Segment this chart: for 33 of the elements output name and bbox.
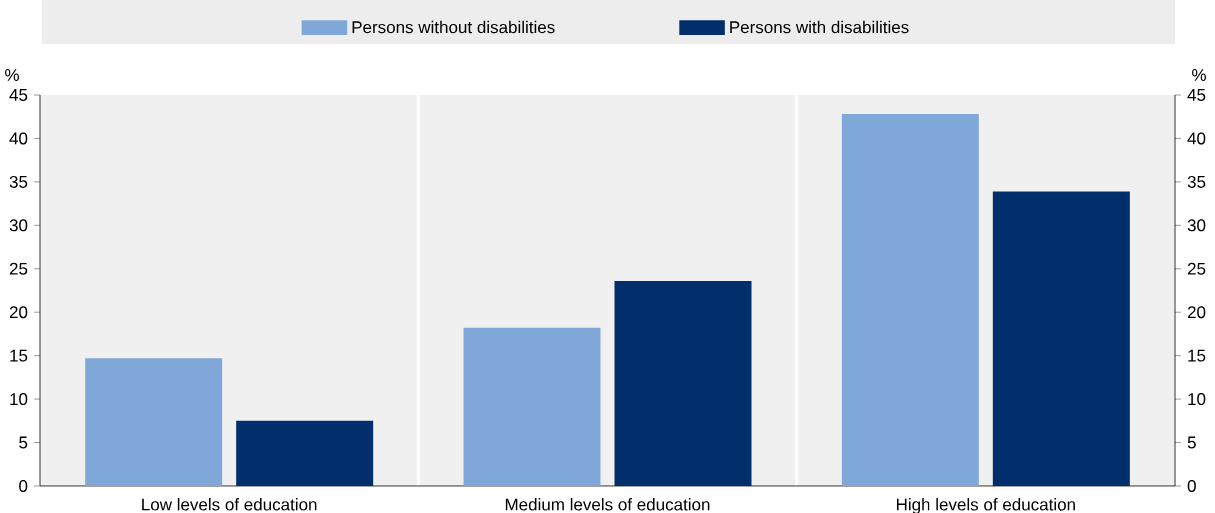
y2-tick-label: 40	[1187, 132, 1206, 145]
y-tick-label: 35	[9, 175, 28, 188]
y-tick-label: 15	[10, 349, 28, 362]
y2-tick-label: 0	[1187, 479, 1196, 492]
y-tick-label: 25	[9, 262, 28, 275]
y-tick-label: 10	[10, 393, 28, 406]
y-tick-label: 5	[19, 436, 28, 449]
bar	[614, 280, 752, 486]
y-tick-label: 30	[9, 219, 28, 232]
y2-tick-label: 10	[1188, 393, 1206, 406]
y2-axis-title: %	[1192, 69, 1206, 81]
y-tick-label: 40	[9, 132, 28, 145]
y2-tick-label: 20	[1187, 306, 1206, 319]
y-tick-label: 45	[9, 89, 28, 101]
bar	[841, 114, 979, 486]
y-tick-label: 0	[19, 479, 28, 492]
y2-tick-label: 45	[1187, 89, 1206, 101]
bar	[463, 327, 601, 486]
bar	[992, 191, 1130, 486]
y2-tick-label: 35	[1187, 175, 1206, 188]
bar	[85, 358, 223, 486]
y-tick-label: 20	[9, 306, 28, 319]
x-tick-label: Medium levels of education	[505, 498, 710, 511]
y2-tick-label: 25	[1187, 262, 1206, 275]
bar	[236, 420, 374, 486]
x-tick-label: Low levels of education	[142, 498, 317, 511]
y2-tick-label: 30	[1187, 219, 1206, 232]
y2-tick-label: 15	[1188, 349, 1206, 362]
legend-label: Persons without disabilities	[352, 20, 555, 34]
x-tick-label: High levels of education	[896, 498, 1075, 513]
y-axis-title: %	[5, 69, 19, 81]
legend-label: Persons with disabilities	[730, 20, 909, 34]
y2-tick-label: 5	[1187, 436, 1196, 449]
